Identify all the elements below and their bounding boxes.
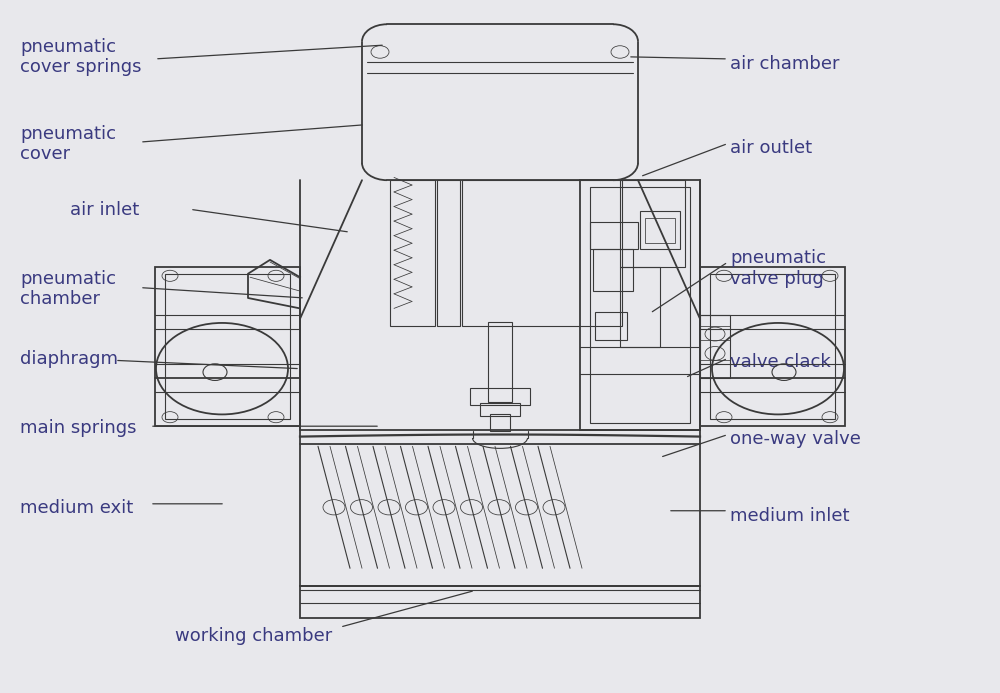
Text: medium inlet: medium inlet (730, 507, 850, 525)
Bar (155, 267, 300, 426)
Bar (462, 180, 622, 326)
Bar (620, 267, 660, 346)
Bar (490, 414, 510, 431)
Bar (437, 180, 460, 326)
Bar (580, 180, 700, 430)
Bar (645, 218, 675, 243)
Bar (480, 403, 520, 416)
Polygon shape (248, 260, 300, 308)
Text: pneumatic
cover springs: pneumatic cover springs (20, 38, 142, 76)
Text: main springs: main springs (20, 419, 136, 437)
Bar (470, 388, 530, 405)
Bar (700, 315, 730, 378)
Bar (488, 322, 512, 402)
Text: pneumatic
cover: pneumatic cover (20, 125, 116, 163)
Text: air outlet: air outlet (730, 139, 812, 157)
Text: pneumatic
chamber: pneumatic chamber (20, 270, 116, 308)
Text: air inlet: air inlet (70, 201, 139, 219)
Text: medium exit: medium exit (20, 499, 133, 517)
Bar (620, 180, 685, 267)
Bar (595, 312, 627, 340)
Bar (300, 586, 700, 618)
Bar (700, 267, 845, 426)
Text: pneumatic
valve plug: pneumatic valve plug (730, 249, 826, 288)
Bar (165, 274, 290, 419)
Text: working chamber: working chamber (175, 627, 332, 645)
Text: one-way valve: one-way valve (730, 430, 861, 448)
Bar (390, 180, 435, 326)
Bar (640, 211, 680, 249)
Bar (590, 187, 690, 423)
Bar (590, 222, 638, 249)
Bar (593, 249, 633, 291)
Text: air chamber: air chamber (730, 55, 840, 73)
Bar (710, 274, 835, 419)
Text: diaphragm: diaphragm (20, 350, 118, 368)
Text: valve clack: valve clack (730, 353, 831, 371)
